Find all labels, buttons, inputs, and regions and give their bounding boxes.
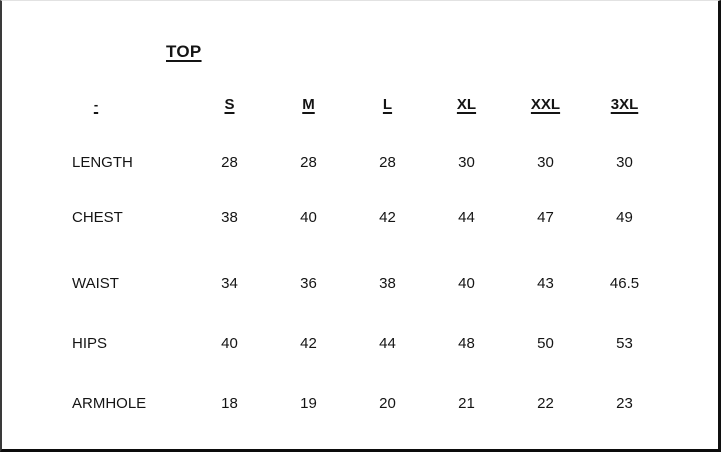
hips-value-xl: 48 xyxy=(458,334,475,352)
armhole-value-3xl: 23 xyxy=(616,394,633,412)
armhole-value-m: 19 xyxy=(300,394,317,412)
length-value-m: 28 xyxy=(300,153,317,171)
waist-value-3xl: 46.5 xyxy=(609,274,640,292)
hips-value-3xl: 53 xyxy=(616,334,633,352)
size-col-header-xl: XL xyxy=(456,95,477,113)
row-label-chest: CHEST xyxy=(72,208,123,226)
length-value-s: 28 xyxy=(221,153,238,171)
length-value-xl: 30 xyxy=(458,153,475,171)
hips-value-l: 44 xyxy=(379,334,396,352)
row-label-hips: HIPS xyxy=(72,334,108,352)
row-label-waist: WAIST xyxy=(72,274,119,292)
table-row-armhole: ARMHOLE 18 19 20 21 22 23 xyxy=(2,388,664,418)
length-value-3xl: 30 xyxy=(616,153,633,171)
chest-value-l: 42 xyxy=(379,208,396,226)
table-row-waist: WAIST 34 36 38 40 43 46.5 xyxy=(2,268,664,298)
chest-value-xxl: 47 xyxy=(537,208,554,226)
armhole-value-xxl: 22 xyxy=(537,394,554,412)
armhole-value-l: 20 xyxy=(379,394,396,412)
chest-value-m: 40 xyxy=(300,208,317,226)
chest-value-xl: 44 xyxy=(458,208,475,226)
chart-title: TOP xyxy=(166,42,202,61)
waist-value-l: 38 xyxy=(379,274,396,292)
hips-value-xxl: 50 xyxy=(537,334,554,352)
armhole-value-s: 18 xyxy=(221,394,238,412)
table-row-hips: HIPS 40 42 44 48 50 53 xyxy=(2,328,664,358)
size-header-row: - S M L XL XXL 3XL xyxy=(2,89,664,119)
size-col-header-xxl: XXL xyxy=(530,95,561,113)
hips-value-s: 40 xyxy=(221,334,238,352)
chest-value-s: 38 xyxy=(221,208,238,226)
table-row-chest: CHEST 38 40 42 44 47 49 xyxy=(2,202,664,232)
table-row-length: LENGTH 28 28 28 30 30 30 xyxy=(2,147,664,177)
chest-value-3xl: 49 xyxy=(616,208,633,226)
waist-value-xxl: 43 xyxy=(537,274,554,292)
length-value-xxl: 30 xyxy=(537,153,554,171)
row-label-armhole: ARMHOLE xyxy=(72,394,147,412)
waist-value-m: 36 xyxy=(300,274,317,292)
waist-value-s: 34 xyxy=(221,274,238,292)
size-col-header-s: S xyxy=(224,95,235,113)
size-col-header-m: M xyxy=(302,95,315,113)
header-corner-label: - xyxy=(93,96,99,112)
length-value-l: 28 xyxy=(379,153,396,171)
armhole-value-xl: 21 xyxy=(458,394,475,412)
waist-value-xl: 40 xyxy=(458,274,475,292)
hips-value-m: 42 xyxy=(300,334,317,352)
size-col-header-l: L xyxy=(382,95,393,113)
size-col-header-3xl: 3XL xyxy=(610,95,639,113)
row-label-length: LENGTH xyxy=(72,153,133,171)
